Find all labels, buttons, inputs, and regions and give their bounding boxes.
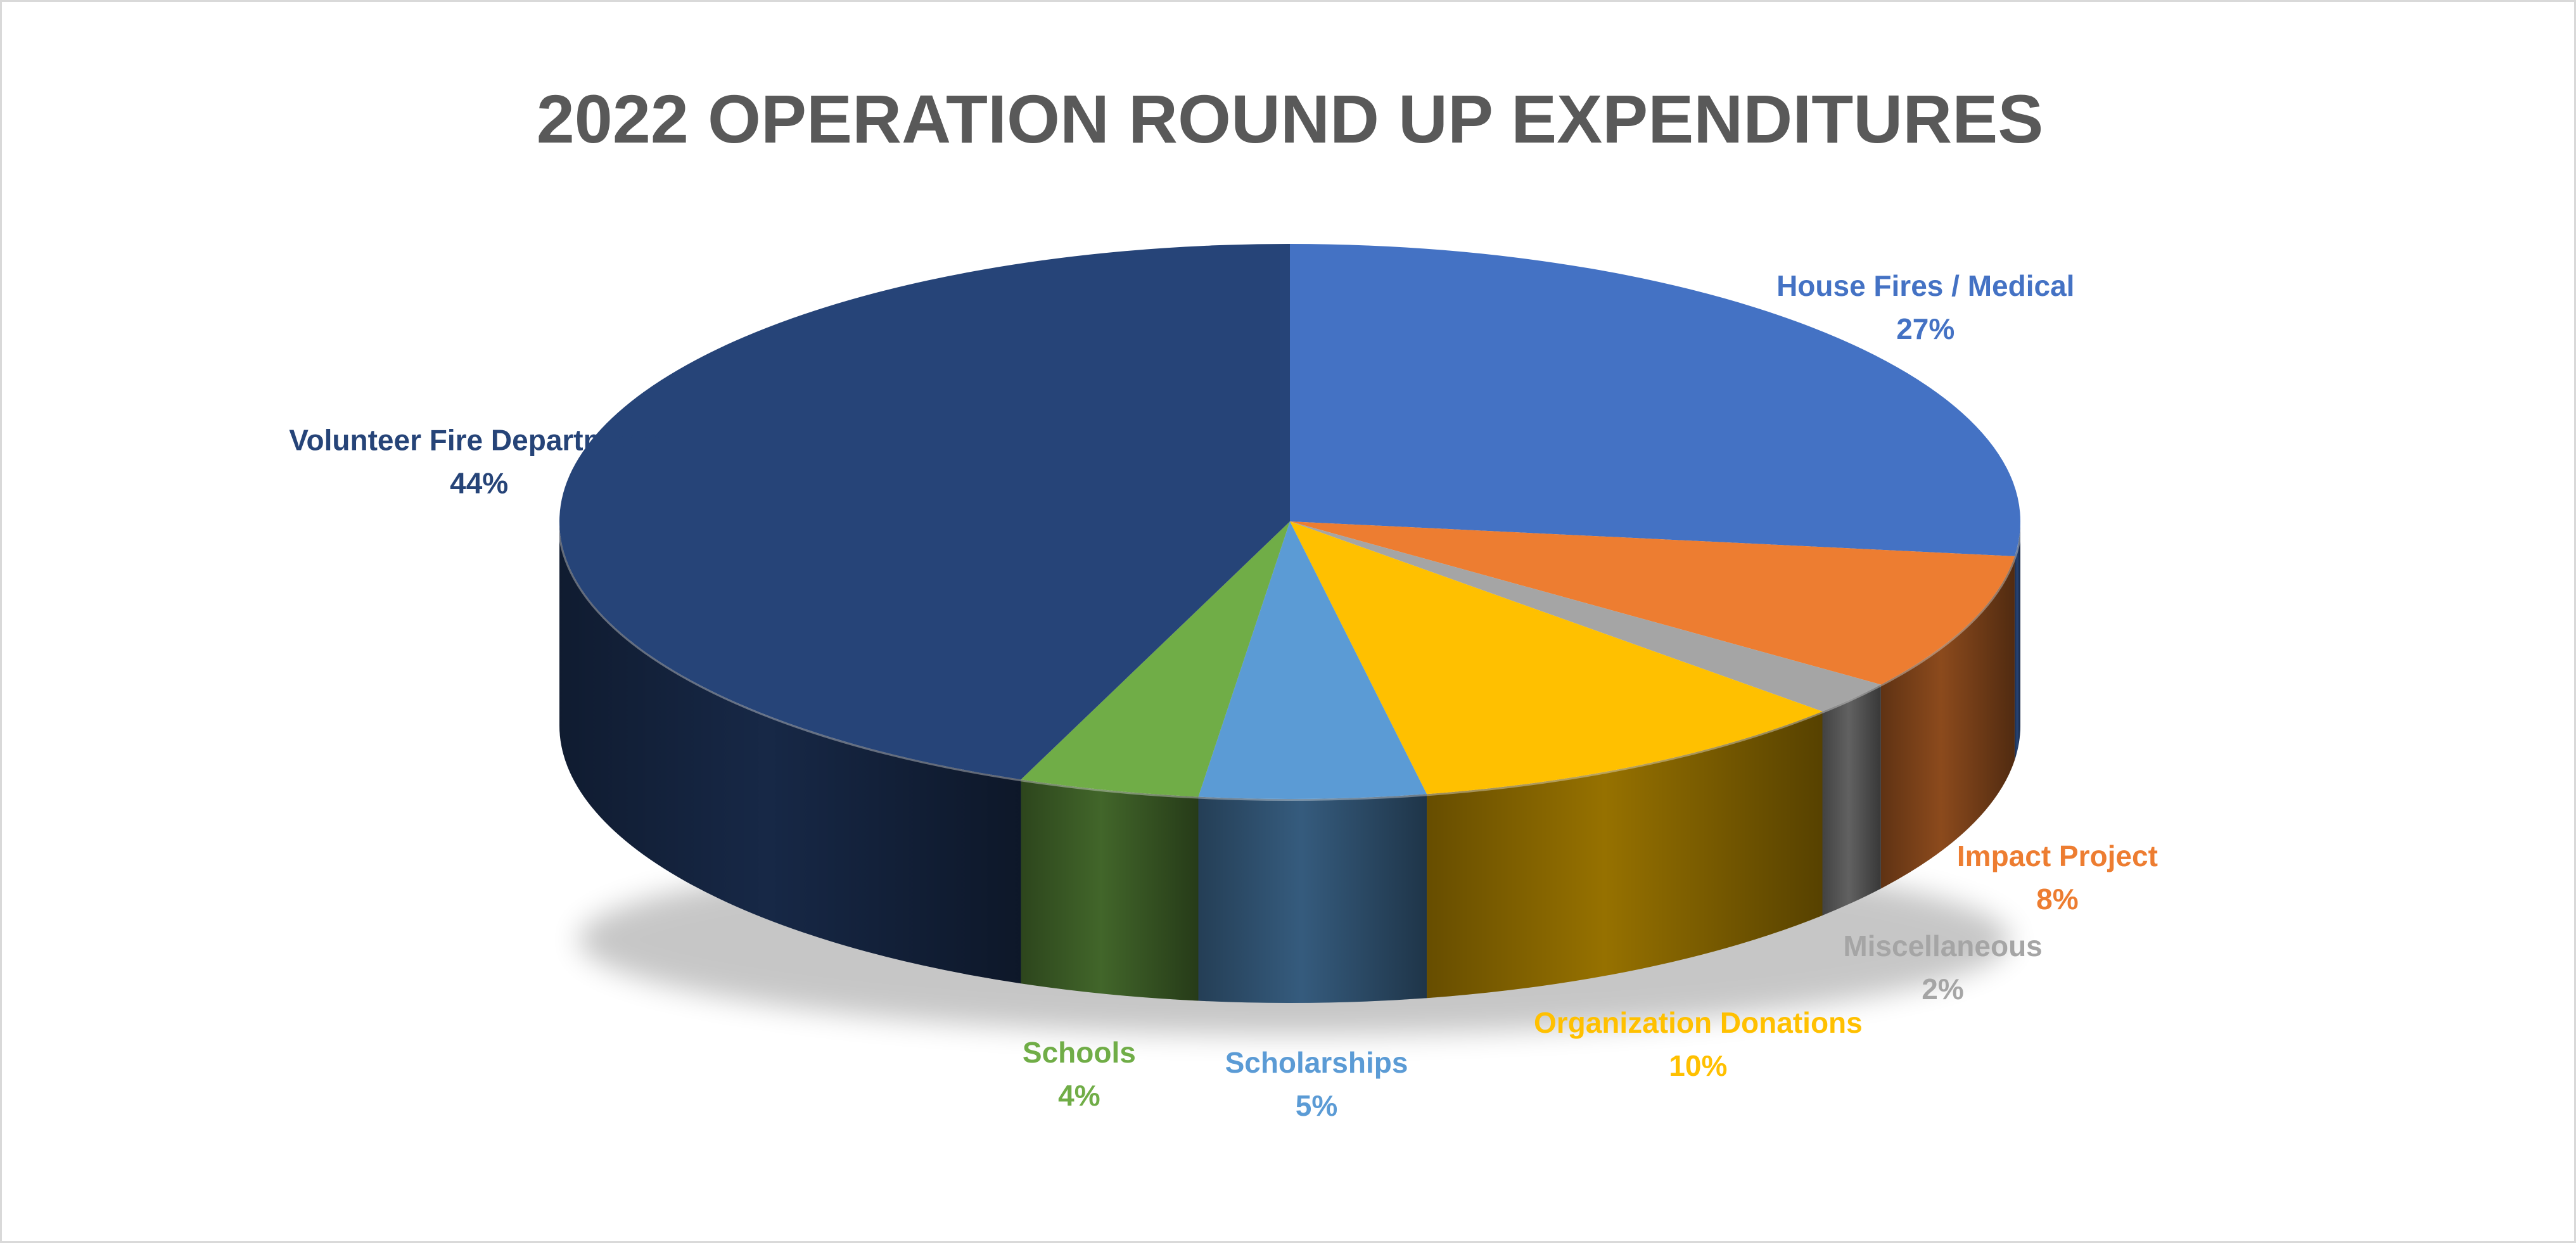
data-label-schools: Schools 4% [1023, 1036, 1136, 1112]
slice-side-shading [1880, 556, 2015, 889]
data-label-value: 44% [450, 466, 508, 499]
data-label-value: 8% [2036, 883, 2078, 916]
slice-schools [1021, 521, 1290, 797]
data-label-house-fires-medical: House Fires / Medical 27% [1776, 269, 2074, 345]
data-label-value: 5% [1296, 1089, 1337, 1122]
data-label-value: 10% [1669, 1049, 1727, 1082]
slice-side-shading [559, 521, 1021, 984]
data-label-name: House Fires / Medical [1776, 269, 2074, 302]
data-label-miscellaneous: Miscellaneous 2% [1843, 929, 2042, 1006]
pie-tops [559, 244, 2020, 799]
pie-labels: House Fires / Medical 27% Impact Project 8%… [289, 269, 2158, 1122]
slice-house-fires-medical [1290, 244, 2020, 556]
slice-side-shading [2014, 521, 2021, 760]
chart-title: 2022 OPERATION ROUND UP EXPENDITURES [537, 80, 2044, 157]
data-label-volunteer-fire-departments: Volunteer Fire Departments 44% [289, 423, 669, 499]
slice-side-shading [1427, 711, 1823, 999]
data-label-name: Organization Donations [1534, 1006, 1863, 1039]
slice-side-shading [1822, 684, 1881, 916]
data-label-name: Schools [1023, 1036, 1136, 1069]
slice-side-shading [1021, 779, 1199, 1001]
data-label-impact-project: Impact Project 8% [1957, 840, 2158, 916]
data-label-name: Impact Project [1957, 840, 2158, 872]
data-label-value: 4% [1058, 1079, 1100, 1112]
slice-scholarships [1198, 521, 1427, 799]
data-label-value: 27% [1896, 312, 1954, 345]
slice-side-shading [1198, 794, 1427, 1003]
data-label-scholarships: Scholarships 5% [1225, 1046, 1408, 1122]
data-label-name: Scholarships [1225, 1046, 1408, 1079]
data-label-name: Volunteer Fire Departments [289, 423, 669, 456]
slice-miscellaneous [1290, 521, 1881, 712]
data-label-name: Miscellaneous [1843, 929, 2042, 962]
data-label-value: 2% [1922, 973, 1963, 1006]
data-label-organization-donations: Organization Donations 10% [1534, 1006, 1863, 1082]
slice-volunteer-fire-departments [559, 244, 1290, 780]
slice-impact-project [1290, 521, 2015, 685]
slice-organization-donations [1290, 521, 1823, 795]
